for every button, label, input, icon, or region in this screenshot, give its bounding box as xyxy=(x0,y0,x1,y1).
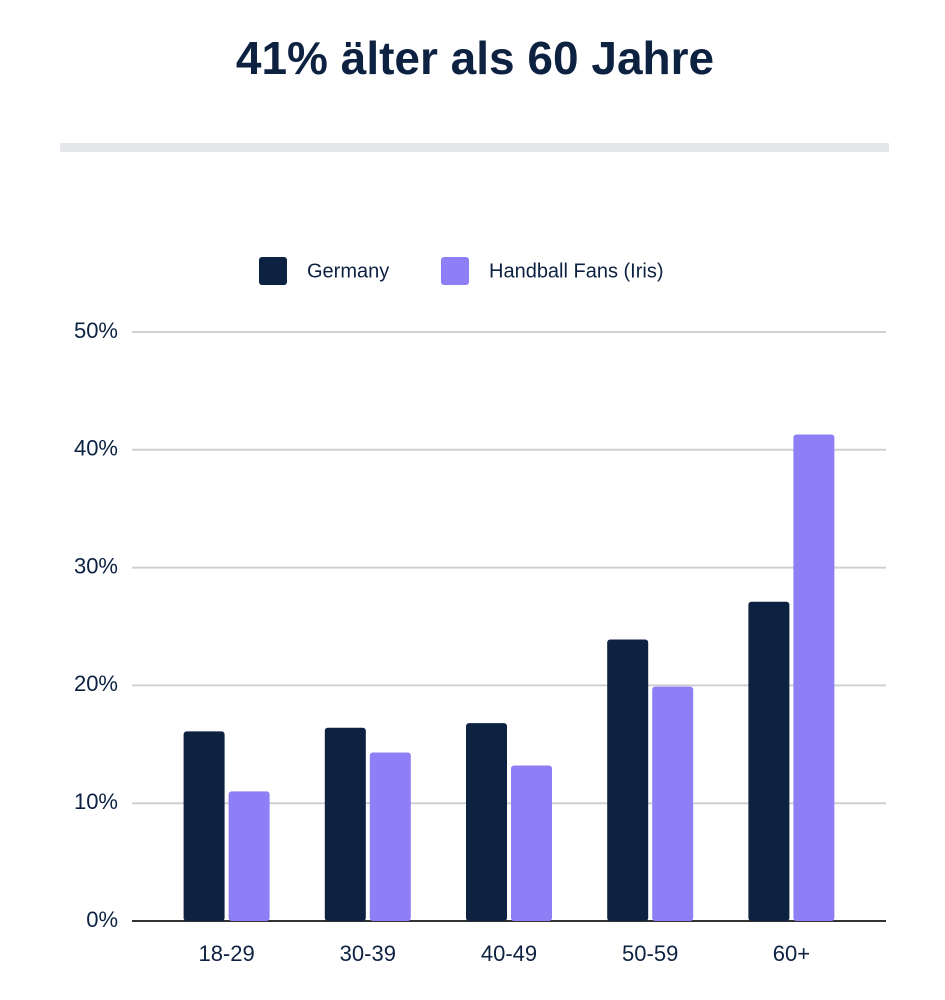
bar xyxy=(511,765,552,921)
bar xyxy=(324,727,366,921)
x-tick-label: 40-49 xyxy=(481,941,537,966)
bar xyxy=(793,434,835,921)
bar xyxy=(652,686,694,921)
y-tick-label: 0% xyxy=(86,907,118,932)
bar xyxy=(607,639,649,921)
legend-label: Handball Fans (Iris) xyxy=(489,260,664,282)
x-tick-label: 60+ xyxy=(773,941,810,966)
x-tick-label: 50-59 xyxy=(622,941,678,966)
legend-swatch xyxy=(259,257,287,285)
legend-label: Germany xyxy=(307,260,389,282)
chart-title: 41% älter als 60 Jahre xyxy=(236,32,714,84)
y-tick-label: 40% xyxy=(74,436,118,461)
bar xyxy=(183,731,225,921)
y-tick-label: 30% xyxy=(74,553,118,578)
y-tick-label: 20% xyxy=(74,671,118,696)
y-tick-label: 10% xyxy=(74,789,118,814)
x-tick-label: 18-29 xyxy=(198,941,254,966)
y-tick-label: 50% xyxy=(74,318,118,343)
title-divider xyxy=(60,143,889,152)
bar xyxy=(466,723,507,921)
bar xyxy=(369,752,411,921)
legend-swatch xyxy=(441,257,469,285)
bar xyxy=(748,601,790,921)
bar xyxy=(228,791,270,921)
x-tick-label: 30-39 xyxy=(340,941,396,966)
